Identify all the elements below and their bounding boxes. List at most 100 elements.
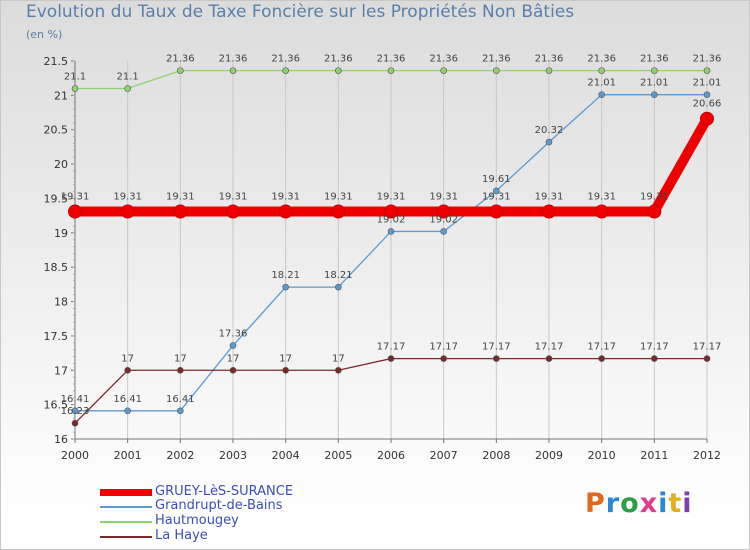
data-point: [331, 204, 346, 219]
data-label: 19.31: [482, 192, 511, 203]
data-point: [71, 419, 79, 427]
data-point: [436, 204, 451, 219]
data-label: 19.02: [429, 214, 458, 225]
data-label: 17.17: [482, 342, 511, 353]
data-label: 21.36: [377, 54, 406, 65]
data-point: [493, 355, 500, 362]
data-point: [177, 407, 184, 415]
data-point: [71, 407, 79, 415]
data-point: [651, 67, 658, 74]
data-label: 19.31: [271, 192, 300, 203]
data-label: 19.31: [587, 192, 616, 203]
y-tick-label: 21.5: [44, 55, 69, 68]
data-point: [598, 67, 605, 74]
data-label: 21.1: [117, 71, 139, 82]
data-label: 16.23: [61, 406, 90, 417]
data-point: [493, 187, 500, 195]
data-point: [173, 204, 188, 219]
data-label: 19.31: [377, 192, 406, 203]
data-label: 19.31: [429, 192, 458, 203]
data-point: [545, 67, 553, 74]
data-point: [71, 85, 79, 92]
data-label: 17.17: [535, 342, 564, 353]
data-point: [440, 67, 447, 74]
data-label: 21.36: [324, 54, 353, 65]
data-point: [387, 228, 395, 235]
data-label: 17.17: [587, 342, 616, 353]
data-label: 17: [279, 353, 292, 364]
data-point: [278, 204, 293, 219]
data-label: 17: [332, 353, 345, 364]
data-label: 18.21: [271, 270, 300, 281]
data-label: 17.17: [693, 342, 722, 353]
x-tick-label: 2012: [693, 449, 721, 462]
data-point: [598, 91, 605, 98]
data-label: 21.36: [640, 54, 669, 65]
data-label: 21.36: [166, 54, 195, 65]
data-point: [177, 67, 184, 74]
data-point: [335, 366, 342, 374]
axes: 16 16.5 17 17.5 18 18.5 19 19.5 20 20.5 21 21.5 2000…: [44, 55, 722, 462]
data-point: [384, 204, 398, 219]
x-tick-label: 2006: [377, 449, 405, 462]
data-label: 17: [227, 353, 240, 364]
chart-title: Evolution du Taux de Taxe Foncière sur l…: [26, 2, 575, 22]
y-tick-label: 19: [54, 227, 68, 240]
data-label: 21.01: [693, 78, 722, 89]
x-tick-label: 2008: [482, 449, 510, 462]
data-point: [651, 91, 658, 98]
data-point: [124, 407, 131, 415]
data-label: 21.36: [429, 54, 458, 65]
data-point: [700, 111, 714, 126]
data-point: [493, 67, 500, 74]
data-point: [542, 204, 556, 219]
data-point: [440, 228, 447, 235]
data-point: [124, 366, 131, 374]
data-point: [387, 355, 395, 362]
data-label: 17.17: [377, 342, 406, 353]
data-label: 17.36: [219, 329, 248, 340]
legend-swatch-gruey: [100, 489, 152, 496]
y-tick-label: 16: [54, 433, 68, 446]
data-point: [598, 355, 605, 362]
data-point: [489, 204, 504, 219]
data-point: [440, 355, 447, 362]
data-label: 20.66: [693, 99, 722, 110]
data-label: 19.02: [377, 214, 406, 225]
y-tick-label: 17: [54, 364, 68, 377]
data-label: 17.17: [640, 342, 669, 353]
data-point: [335, 283, 342, 291]
x-tick-label: 2002: [166, 449, 194, 462]
data-point: [124, 85, 131, 92]
data-label: 18.21: [324, 270, 353, 281]
data-point: [651, 355, 658, 362]
data-point: [226, 204, 240, 219]
grid: [74, 61, 708, 439]
data-point: [335, 67, 342, 74]
legend-swatch-hautmougey: [100, 521, 152, 523]
y-tick-label: 19.5: [44, 192, 69, 205]
x-tick-label: 2010: [588, 449, 616, 462]
data-label: 21.36: [271, 54, 300, 65]
y-tick-label: 20.5: [44, 124, 69, 137]
x-tick-label: 2005: [324, 449, 352, 462]
data-label: 21.01: [640, 78, 669, 89]
data-point: [282, 283, 289, 291]
data-labels: 21.1 21.1 21.36 21.36 21.36 21.36 21.36 21.36 21…: [61, 54, 722, 418]
data-label: 21.36: [693, 54, 722, 65]
data-label: 19.31: [219, 192, 248, 203]
y-tick-label: 18.5: [44, 261, 69, 274]
y-tick-label: 18: [54, 296, 68, 309]
data-point: [703, 355, 711, 362]
x-tick-label: 2009: [535, 449, 563, 462]
x-tick-label: 2011: [640, 449, 668, 462]
data-point: [545, 355, 553, 362]
data-point: [387, 67, 395, 74]
data-label: 19.31: [535, 192, 564, 203]
legend-label-grandrupt: Grandrupt-de-Bains: [155, 498, 283, 513]
x-tick-label: 2007: [430, 449, 458, 462]
x-tick-label: 2003: [219, 449, 247, 462]
legend-label-lahaye: La Haye: [155, 528, 208, 543]
